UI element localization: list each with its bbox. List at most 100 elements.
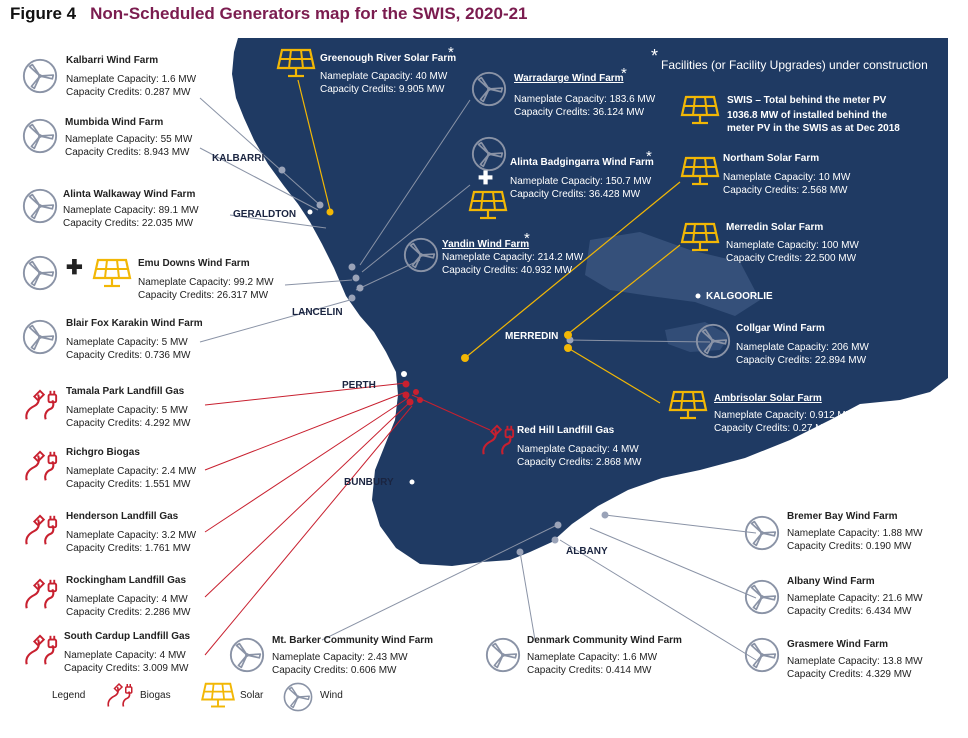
legend-biogas: Biogas xyxy=(140,690,171,701)
gen-capacity: Nameplate Capacity: 1.6 MW xyxy=(66,74,197,85)
gen-name: Grasmere Wind Farm xyxy=(787,639,889,650)
gen-walkaway: Alinta Walkaway Wind Farm Nameplate Capa… xyxy=(63,188,199,230)
gen-credits: Capacity Credits: 8.943 MW xyxy=(65,147,190,158)
gen-credits: Capacity Credits: 0.736 MW xyxy=(66,350,191,361)
wind-turbine-icon xyxy=(282,681,314,713)
gen-credits: Capacity Credits: 26.317 MW xyxy=(138,290,269,301)
gen-southcardup: South Cardup Landfill Gas Nameplate Capa… xyxy=(64,630,190,675)
figure-caption: Non-Scheduled Generators map for the SWI… xyxy=(90,4,528,23)
btm-pv-label: SWIS – Total behind the meter PV 1036.8 … xyxy=(727,94,900,135)
biogas-plug-icon xyxy=(21,632,59,670)
solar-panel-icon xyxy=(276,48,316,80)
btm-pv-title: SWIS – Total behind the meter PV xyxy=(727,95,887,106)
gen-capacity: Nameplate Capacity: 100 MW xyxy=(726,240,859,251)
gen-capacity: Nameplate Capacity: 0.912 MW xyxy=(714,410,856,421)
gen-capacity: Nameplate Capacity: 10 MW xyxy=(723,172,851,183)
gen-collgar: Collgar Wind Farm Nameplate Capacity: 20… xyxy=(736,322,869,367)
under-construction-marker: * xyxy=(646,148,652,165)
wind-turbine-icon xyxy=(484,636,522,674)
gen-capacity: Nameplate Capacity: 206 MW xyxy=(736,342,869,353)
solar-panel-icon xyxy=(468,190,508,222)
solar-panel-icon xyxy=(680,156,720,188)
plus-icon: ✚ xyxy=(478,168,494,188)
gen-credits: Capacity Credits: 0.414 MW xyxy=(527,665,652,676)
gen-warradarge: Warradarge Wind Farm Nameplate Capacity:… xyxy=(514,72,655,119)
gen-name: Merredin Solar Farm xyxy=(726,222,824,233)
gen-name: Richgro Biogas xyxy=(66,447,140,458)
gen-credits: Capacity Credits: 3.009 MW xyxy=(64,663,189,674)
gen-name: Ambrisolar Solar Farm xyxy=(714,393,822,404)
gen-henderson: Henderson Landfill Gas Nameplate Capacit… xyxy=(66,510,196,555)
gen-credits: Capacity Credits: 40.932 MW xyxy=(442,265,573,276)
gen-denmark: Denmark Community Wind Farm Nameplate Ca… xyxy=(527,634,682,677)
gen-credits: Capacity Credits: 4.329 MW xyxy=(787,669,912,680)
wind-turbine-icon xyxy=(21,117,59,155)
gen-credits: Capacity Credits: 0.287 MW xyxy=(66,87,191,98)
gen-credits: Capacity Credits: 0.27 MW xyxy=(714,423,833,434)
gen-name: Mt. Barker Community Wind Farm xyxy=(272,635,434,646)
gen-capacity: Nameplate Capacity: 1.88 MW xyxy=(787,528,923,539)
solar-panel-icon xyxy=(680,95,720,127)
gen-capacity: Nameplate Capacity: 3.2 MW xyxy=(66,530,197,541)
gen-capacity: Nameplate Capacity: 55 MW xyxy=(65,134,193,145)
gen-name: South Cardup Landfill Gas xyxy=(64,631,191,642)
gen-emu: Emu Downs Wind Farm Nameplate Capacity: … xyxy=(138,257,274,302)
biogas-plug-icon xyxy=(21,448,59,486)
gen-credits: Capacity Credits: 1.551 MW xyxy=(66,479,191,490)
city-lancelin: LANCELIN xyxy=(292,307,343,318)
lake-region xyxy=(585,232,760,316)
gen-capacity: Nameplate Capacity: 5 MW xyxy=(66,337,188,348)
gen-merredin: Merredin Solar Farm Nameplate Capacity: … xyxy=(726,221,859,265)
solar-panel-icon xyxy=(92,258,132,290)
gen-name: Collgar Wind Farm xyxy=(736,323,825,334)
gen-name: Bremer Bay Wind Farm xyxy=(787,511,898,522)
gen-northam: Northam Solar Farm Nameplate Capacity: 1… xyxy=(723,152,850,197)
gen-capacity: Nameplate Capacity: 5 MW xyxy=(66,405,188,416)
gen-credits: Capacity Credits: 2.286 MW xyxy=(66,607,191,618)
biogas-plug-icon xyxy=(102,681,136,711)
gen-albany: Albany Wind Farm Nameplate Capacity: 21.… xyxy=(787,575,923,618)
gen-ambrisolar: Ambrisolar Solar Farm Nameplate Capacity… xyxy=(714,392,855,435)
wind-turbine-icon xyxy=(228,636,266,674)
wind-turbine-icon xyxy=(743,578,781,616)
legend-wind: Wind xyxy=(320,690,343,701)
city-bunbury: BUNBURY xyxy=(344,477,394,488)
figure-number: Figure 4 xyxy=(10,4,77,23)
gen-credits: Capacity Credits: 0.190 MW xyxy=(787,541,912,552)
gen-name: Alinta Walkaway Wind Farm xyxy=(63,189,196,200)
under-construction-marker: * xyxy=(621,65,627,82)
solar-panel-icon xyxy=(200,682,236,710)
wind-turbine-icon xyxy=(21,57,59,95)
gen-credits: Capacity Credits: 0.606 MW xyxy=(272,665,397,676)
btm-pv-line2: meter PV in the SWIS as at Dec 2018 xyxy=(727,123,900,134)
gen-grasmere: Grasmere Wind Farm Nameplate Capacity: 1… xyxy=(787,638,923,681)
city-geraldton: GERALDTON xyxy=(233,209,297,220)
gen-name: Greenough River Solar Farm xyxy=(320,53,457,64)
gen-name: Warradarge Wind Farm xyxy=(514,73,624,84)
gen-credits: Capacity Credits: 36.124 MW xyxy=(514,107,645,118)
gen-name: Albany Wind Farm xyxy=(787,576,875,587)
city-kalbarri: KALBARRI xyxy=(212,153,265,164)
gen-name: Tamala Park Landfill Gas xyxy=(66,386,185,397)
gen-name: Northam Solar Farm xyxy=(723,153,820,164)
gen-name: Rockingham Landfill Gas xyxy=(66,575,187,586)
gen-name: Alinta Badgingarra Wind Farm xyxy=(510,157,654,168)
gen-capacity: Nameplate Capacity: 183.6 MW xyxy=(514,94,656,105)
gen-capacity: Nameplate Capacity: 4 MW xyxy=(66,594,188,605)
wind-turbine-icon xyxy=(743,636,781,674)
gen-capacity: Nameplate Capacity: 1.6 MW xyxy=(527,652,658,663)
biogas-plug-icon xyxy=(21,387,59,425)
gen-richgro: Richgro Biogas Nameplate Capacity: 2.4 M… xyxy=(66,446,196,491)
gen-capacity: Nameplate Capacity: 2.4 MW xyxy=(66,466,197,477)
city-perth: PERTH xyxy=(342,380,376,391)
gen-greenough: Greenough River Solar Farm Nameplate Cap… xyxy=(320,52,456,96)
gen-capacity: Nameplate Capacity: 4 MW xyxy=(517,444,639,455)
figure-title: Figure 4 Non-Scheduled Generators map for… xyxy=(10,4,528,24)
gen-credits: Capacity Credits: 6.434 MW xyxy=(787,606,912,617)
gen-credits: Capacity Credits: 36.428 MW xyxy=(510,189,641,200)
gen-credits: Capacity Credits: 9.905 MW xyxy=(320,84,445,95)
gen-name: Mumbida Wind Farm xyxy=(65,117,164,128)
gen-rockingham: Rockingham Landfill Gas Nameplate Capaci… xyxy=(66,574,191,619)
city-kalgoorlie: KALGOORLIE xyxy=(706,291,773,302)
